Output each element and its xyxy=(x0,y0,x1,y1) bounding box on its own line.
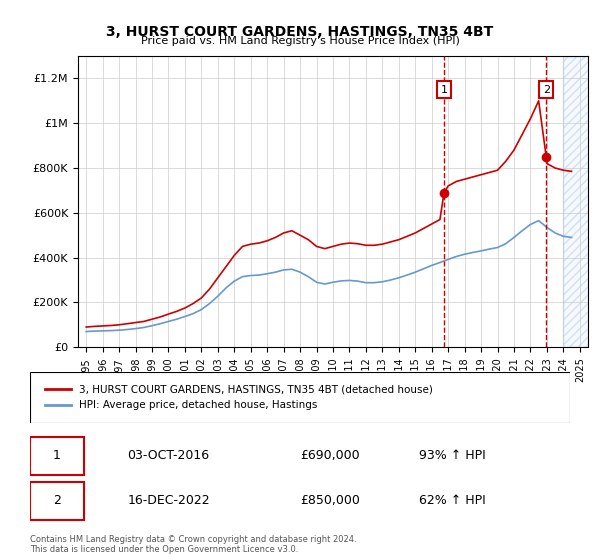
FancyBboxPatch shape xyxy=(30,482,84,520)
Text: Price paid vs. HM Land Registry's House Price Index (HPI): Price paid vs. HM Land Registry's House … xyxy=(140,36,460,46)
Bar xyxy=(563,56,596,347)
Text: £850,000: £850,000 xyxy=(300,494,360,507)
Text: 03-OCT-2016: 03-OCT-2016 xyxy=(127,450,209,463)
FancyBboxPatch shape xyxy=(30,372,570,423)
Text: 1: 1 xyxy=(440,85,448,95)
FancyBboxPatch shape xyxy=(30,437,84,475)
Text: 2: 2 xyxy=(53,494,61,507)
Bar xyxy=(563,56,596,347)
Legend: 3, HURST COURT GARDENS, HASTINGS, TN35 4BT (detached house), HPI: Average price,: 3, HURST COURT GARDENS, HASTINGS, TN35 4… xyxy=(41,381,437,414)
Text: 62% ↑ HPI: 62% ↑ HPI xyxy=(419,494,485,507)
Text: 16-DEC-2022: 16-DEC-2022 xyxy=(127,494,210,507)
Text: Contains HM Land Registry data © Crown copyright and database right 2024.
This d: Contains HM Land Registry data © Crown c… xyxy=(30,535,356,554)
Text: 93% ↑ HPI: 93% ↑ HPI xyxy=(419,450,485,463)
Text: 1: 1 xyxy=(53,450,61,463)
Text: £690,000: £690,000 xyxy=(300,450,359,463)
Text: 2: 2 xyxy=(542,85,550,95)
Text: 3, HURST COURT GARDENS, HASTINGS, TN35 4BT: 3, HURST COURT GARDENS, HASTINGS, TN35 4… xyxy=(106,25,494,39)
